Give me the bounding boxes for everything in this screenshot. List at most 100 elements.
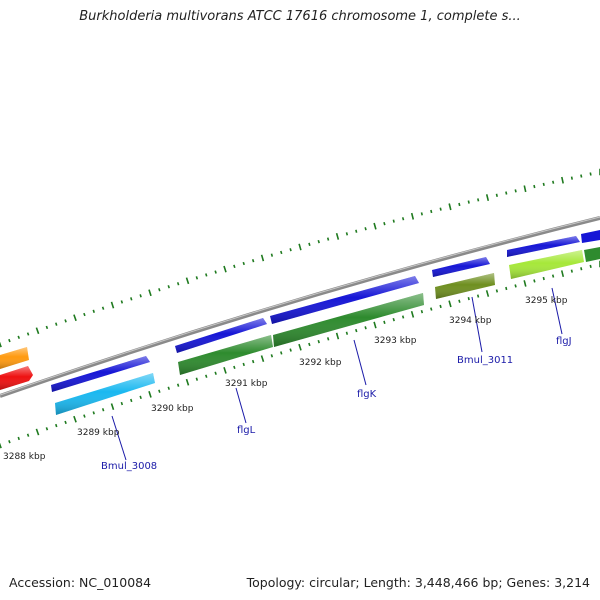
tick-mark [205, 374, 208, 378]
tick-mark [355, 229, 358, 233]
bevel-overlay [507, 236, 580, 257]
tick-mark [495, 289, 499, 293]
tick-mark [448, 300, 452, 308]
gene-label-flgj[interactable]: flgJ [556, 336, 572, 347]
gene-feature-next[interactable] [584, 247, 600, 262]
tick-mark [317, 339, 320, 344]
leader-line-bmul-3008 [111, 415, 127, 461]
tick-mark [270, 354, 274, 358]
bevel-overlay [435, 273, 495, 299]
tick-mark [514, 284, 517, 288]
tick-mark [223, 265, 227, 273]
genome-summary: Topology: circular; Length: 3,448,466 bp… [246, 575, 590, 590]
tick-mark [0, 442, 2, 449]
bevel-overlay [55, 373, 155, 415]
leader-line-flgk [353, 339, 367, 386]
tick-mark [45, 427, 49, 431]
forward-strand-features [51, 230, 600, 392]
gene-label-bmul-3011[interactable]: Bmul_3011 [457, 355, 513, 366]
cds-feature-next[interactable] [581, 230, 600, 243]
tick-mark [589, 172, 592, 176]
tick-mark [195, 276, 199, 280]
tick-mark [214, 270, 217, 274]
tick-mark [560, 270, 565, 277]
tick-mark [373, 321, 377, 329]
tick-mark [458, 299, 461, 303]
tick-mark [101, 408, 105, 412]
gene-label-lines [111, 287, 563, 461]
tick-mark [158, 389, 161, 393]
leader-line-bmul-3011 [471, 296, 483, 353]
tick-mark [420, 309, 424, 314]
gene-labels: Bmul_3008 flgL flgK Bmul_3011 flgJ [101, 336, 572, 472]
tick-mark [552, 180, 555, 184]
tick-mark [505, 286, 508, 291]
tick-mark [420, 212, 423, 216]
tick-mark [55, 423, 58, 428]
tick-mark [55, 322, 58, 326]
tick-mark [477, 198, 480, 202]
chromosome-backbone [0, 216, 600, 398]
tick-mark [439, 304, 442, 309]
tick-mark [251, 259, 255, 263]
chromosome-backbone-highlight [0, 216, 600, 396]
tick-mark [92, 309, 95, 313]
gene-label-flgl[interactable]: flgL [237, 425, 256, 436]
tick-mark [110, 301, 115, 309]
bevel-overlay [175, 318, 267, 353]
tick-mark [45, 325, 49, 330]
tick-mark [355, 328, 358, 333]
bevel-overlay [178, 335, 273, 375]
inner-tick-track [0, 260, 600, 449]
tick-mark [392, 219, 395, 223]
map-title: Burkholderia multivorans ATCC 17616 chro… [79, 9, 521, 24]
tick-mark [580, 267, 583, 271]
tick-mark [458, 202, 461, 207]
tick-mark [514, 189, 517, 193]
tick-mark [589, 264, 592, 268]
tick-mark [260, 355, 265, 363]
scale-label-3288: 3288 kbp [3, 452, 46, 462]
tick-mark [335, 232, 340, 240]
tick-mark [148, 289, 152, 297]
gene-label-flgk[interactable]: flgK [357, 389, 377, 400]
tick-mark [289, 248, 292, 252]
tick-mark [533, 279, 536, 283]
tick-mark [430, 209, 433, 214]
tick-mark [580, 174, 583, 178]
gene-label-bmul-3008[interactable]: Bmul_3008 [101, 461, 157, 472]
tick-mark [17, 335, 21, 339]
tick-mark [533, 184, 536, 189]
tick-mark [542, 182, 545, 186]
tick-mark [17, 436, 20, 441]
leader-line-flgj [551, 287, 563, 335]
bevel-overlay [51, 356, 150, 392]
tick-mark [8, 440, 11, 444]
tick-mark [120, 300, 124, 304]
tick-mark [326, 237, 330, 241]
tick-mark [233, 365, 236, 370]
gene-features [55, 247, 600, 415]
tick-mark [308, 242, 311, 247]
tick-mark [439, 207, 442, 211]
tick-mark [401, 315, 405, 319]
tick-mark [176, 383, 180, 387]
tick-mark [185, 277, 190, 285]
tick-mark [233, 264, 236, 269]
tick-mark [176, 282, 180, 286]
tick-mark [83, 312, 86, 317]
bevel-overlay [509, 250, 584, 279]
tick-mark [383, 221, 386, 226]
tick-mark [430, 307, 433, 311]
tick-mark [92, 411, 95, 415]
tick-mark [289, 348, 292, 352]
tick-mark [185, 378, 190, 386]
tick-mark [467, 297, 470, 301]
tick-mark [83, 414, 86, 418]
scale-label-3293: 3293 kbp [374, 336, 417, 346]
tick-mark [73, 415, 77, 423]
tick-mark [35, 428, 40, 436]
tick-mark [110, 403, 115, 411]
tick-mark [260, 254, 265, 262]
